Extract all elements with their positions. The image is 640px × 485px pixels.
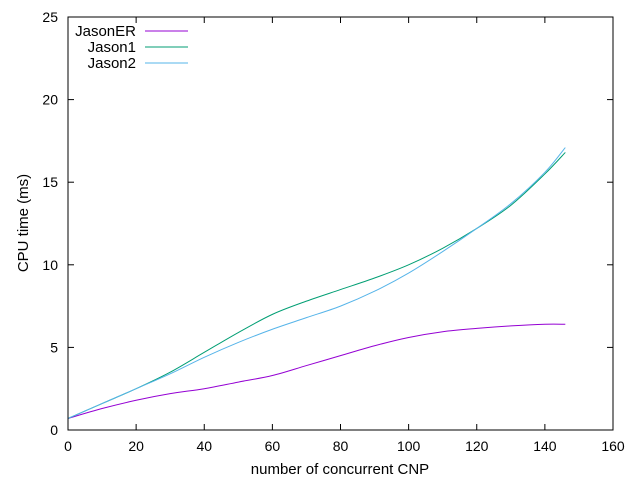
legend-label: JasonER	[75, 23, 136, 40]
x-tick-label: 80	[333, 438, 349, 454]
y-tick-label: 15	[42, 174, 58, 190]
legend-label: Jason2	[88, 55, 136, 72]
ticks-layer: 0 20 40 60 80 100 120 140 160 0 5 10 15 20 25	[42, 9, 624, 454]
x-tick-label: 140	[533, 438, 557, 454]
plot-frame	[67, 16, 614, 431]
series-layer	[67, 147, 566, 419]
x-tick-label: 120	[465, 438, 489, 454]
series-line-jasoner	[67, 323, 566, 419]
series-line-jason1	[67, 152, 566, 419]
x-tick-label: 40	[196, 438, 212, 454]
x-tick-label: 0	[64, 438, 72, 454]
y-tick-label: 10	[42, 257, 58, 273]
series-line-jason2	[67, 147, 566, 419]
legend-label: Jason1	[88, 39, 136, 56]
x-tick-label: 20	[128, 438, 144, 454]
x-tick-label: 160	[601, 438, 625, 454]
y-tick-label: 25	[42, 9, 58, 25]
y-tick-label: 0	[50, 422, 58, 438]
x-tick-label: 100	[397, 438, 421, 454]
y-tick-label: 20	[42, 92, 58, 108]
x-axis-label: number of concurrent CNP	[251, 461, 429, 478]
y-axis-label: CPU time (ms)	[15, 174, 32, 272]
y-tick-label: 5	[50, 339, 58, 355]
x-tick-label: 60	[265, 438, 281, 454]
